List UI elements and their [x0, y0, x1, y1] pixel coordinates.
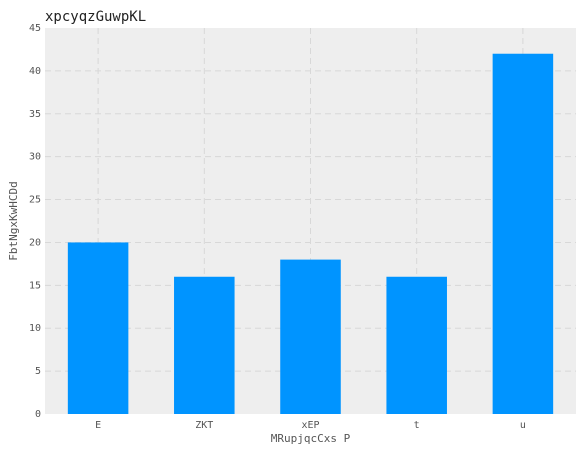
x-axis-ticks: E ZKT xEP t u: [95, 420, 526, 431]
y-tick-label: 5: [35, 366, 41, 377]
bar-ZKT: [174, 276, 235, 414]
x-tick-label: t: [414, 420, 420, 431]
y-axis-ticks: 0 5 10 15 20 25 30 35 40 45: [29, 23, 41, 420]
bar-xEP: [280, 259, 341, 414]
bars: [67, 53, 554, 414]
y-tick-label: 35: [29, 109, 41, 120]
x-tick-label: xEP: [301, 420, 319, 431]
y-tick-label: 15: [29, 280, 41, 291]
y-tick-label: 25: [29, 195, 41, 206]
chart-title: xpcyqzGuwpKL: [45, 9, 146, 25]
y-tick-label: 20: [29, 237, 41, 248]
x-tick-label: E: [95, 420, 101, 431]
bar-E: [67, 242, 129, 414]
y-tick-label: 30: [29, 152, 41, 163]
x-axis-label: MRupjqcCxs P: [271, 432, 351, 445]
y-tick-label: 0: [35, 409, 41, 420]
x-tick-label: u: [520, 420, 526, 431]
y-tick-label: 45: [29, 23, 41, 34]
y-tick-label: 40: [29, 66, 41, 77]
bar-u: [492, 53, 554, 414]
bar-t: [386, 276, 447, 414]
x-tick-label: ZKT: [195, 420, 213, 431]
y-axis-label: FbtNgxKwHCDd: [7, 181, 20, 260]
y-tick-label: 10: [29, 323, 41, 334]
